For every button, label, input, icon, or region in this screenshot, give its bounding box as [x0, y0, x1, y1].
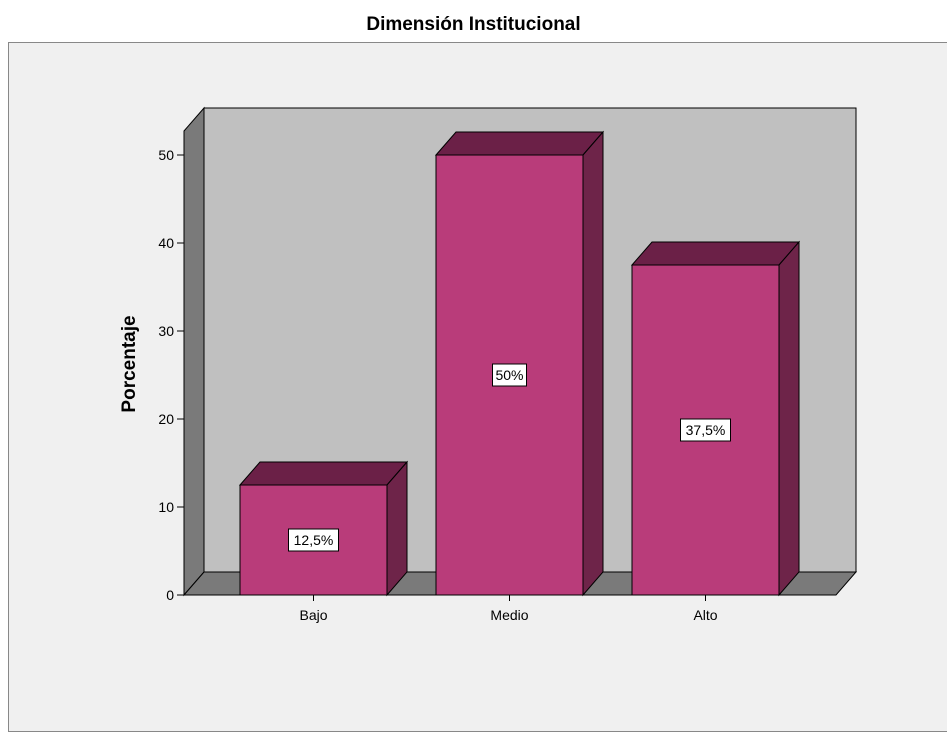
bar-side — [778, 240, 800, 597]
bar-side — [386, 460, 408, 597]
bar-chart: 0 10 20 30 40 50 Bajo 12,5% Medio 50% Alto 37,5% P… — [119, 106, 858, 623]
y-tick-label: 0 — [166, 587, 174, 603]
y-tick-label: 50 — [158, 147, 174, 163]
data-label: 50% — [495, 367, 523, 383]
data-label-box — [492, 363, 527, 387]
data-label: 12,5% — [294, 532, 334, 548]
y-tick-label: 20 — [158, 411, 174, 427]
bar-side — [582, 130, 604, 597]
left-wall — [183, 106, 205, 597]
bar-top — [434, 131, 605, 156]
y-tick-label: 30 — [158, 323, 174, 339]
data-label: 37,5% — [686, 422, 726, 438]
x-tick-label: Medio — [490, 607, 528, 623]
data-label-box — [288, 528, 339, 552]
chart-title: Dimensión Institucional — [366, 14, 581, 35]
y-axis-label: Porcentaje — [119, 315, 140, 412]
data-label-box — [680, 418, 731, 442]
y-tick-label: 10 — [158, 499, 174, 515]
bar-top — [630, 241, 801, 266]
bar-top — [238, 461, 409, 486]
y-tick-label: 40 — [158, 235, 174, 251]
bar-bajo — [238, 460, 409, 597]
x-tick-label: Bajo — [299, 607, 327, 623]
x-tick-label: Alto — [693, 607, 717, 623]
